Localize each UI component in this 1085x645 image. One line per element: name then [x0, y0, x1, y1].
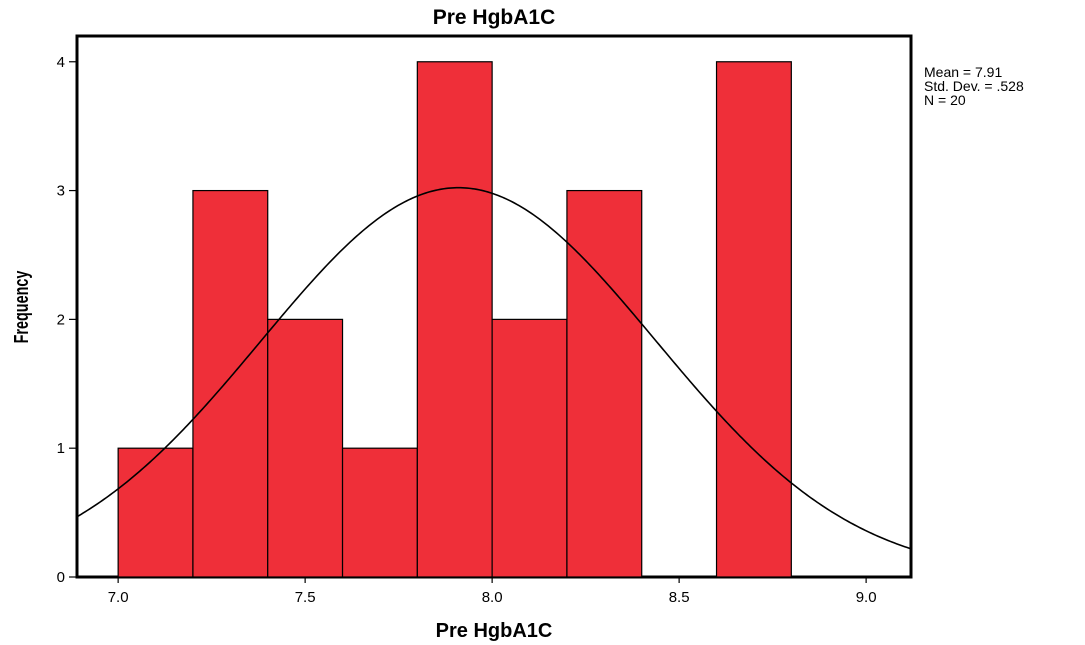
- y-tick-label-1: 1: [57, 440, 65, 457]
- stat-mean: Mean = 7.91: [924, 64, 1002, 80]
- x-tick-label-3: 8.5: [669, 589, 690, 606]
- y-tick-label-0: 0: [57, 569, 65, 586]
- histogram-bar-2: [267, 318, 344, 578]
- normal-curve: [76, 186, 912, 550]
- histogram-bar-3: [341, 447, 418, 578]
- y-tick-label-2: 2: [57, 311, 65, 328]
- y-tick-label-3: 3: [57, 183, 65, 200]
- histogram-bar-8: [715, 61, 792, 578]
- normal-curve-layer: [76, 186, 912, 550]
- histogram-bar-0: [117, 447, 194, 578]
- x-tick-label-1: 7.5: [295, 589, 316, 606]
- y-tick-label-4: 4: [57, 54, 65, 71]
- chart-title: Pre HgbA1C: [433, 6, 556, 29]
- x-axis-ticks: 7.0 7.5 8.0 8.5 9.0: [108, 577, 877, 606]
- stat-n: N = 20: [924, 92, 966, 108]
- y-axis-ticks: 0 1 2 3 4: [57, 54, 77, 586]
- stats-box: Mean = 7.91 Std. Dev. = .528 N = 20: [924, 64, 1024, 108]
- histogram-bar-6: [566, 189, 643, 578]
- histogram-bar-4: [416, 61, 493, 578]
- x-tick-label-4: 9.0: [856, 589, 877, 606]
- y-axis-title: Frequency: [10, 270, 33, 343]
- x-tick-label-2: 8.0: [482, 589, 503, 606]
- stat-std-dev: Std. Dev. = .528: [924, 78, 1024, 94]
- histogram-bar-5: [491, 318, 568, 578]
- x-axis-title: Pre HgbA1C: [436, 620, 553, 642]
- x-tick-label-0: 7.0: [108, 589, 129, 606]
- histogram-bar-1: [192, 189, 269, 578]
